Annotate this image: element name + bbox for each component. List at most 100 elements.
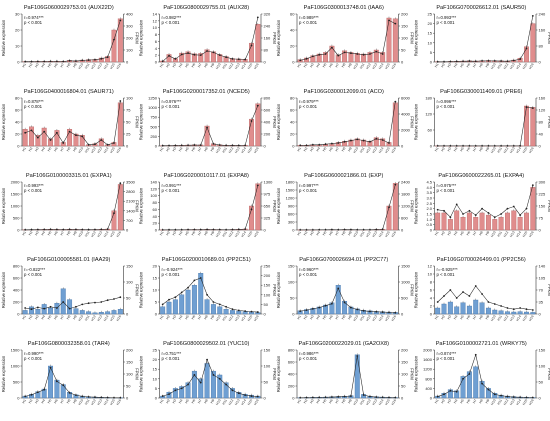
x-tick-label: H7	[472, 314, 478, 320]
correlation-r: r=0.960***	[299, 267, 319, 272]
fpkm-point	[531, 107, 534, 110]
x-tick-label: H13	[509, 398, 516, 405]
fpkm-point	[381, 228, 384, 231]
fpkm-point	[237, 228, 240, 231]
x-tick-label: H2	[440, 62, 446, 68]
fpkm-point	[250, 208, 253, 211]
left-tick-label: 40	[15, 120, 20, 125]
x-tick-label: H11	[222, 146, 229, 153]
fpkm-point	[519, 307, 522, 309]
fpkm-point	[362, 139, 365, 142]
x-tick-label: H7	[197, 314, 203, 320]
x-tick-label: H13	[372, 62, 379, 69]
fpkm-line	[300, 184, 396, 231]
x-tick-label: H16	[253, 314, 260, 321]
correlation-p: p < 0.001	[24, 356, 43, 361]
x-tick-label: H14	[240, 62, 247, 69]
fpkm-point	[161, 228, 164, 231]
x-tick-label: H1	[21, 62, 27, 68]
left-tick-label: 60	[428, 128, 433, 133]
right-tick-label: 120	[539, 108, 546, 113]
right-tick-label: 0	[126, 312, 129, 317]
x-tick-label: H13	[97, 230, 104, 237]
bar	[473, 366, 479, 399]
fpkm-point	[462, 377, 464, 380]
fpkm-point	[525, 396, 528, 399]
x-tick-label: H10	[490, 314, 497, 321]
fpkm-point	[330, 46, 333, 49]
left-tick-label: 1500	[286, 188, 296, 193]
x-tick-label: H5	[47, 62, 53, 68]
left-tick-label: 2000	[11, 180, 21, 185]
x-tick-label: H14	[240, 314, 247, 321]
left-tick-label: 0	[292, 60, 295, 65]
x-tick-label: H3	[447, 230, 453, 236]
fpkm-point	[237, 58, 240, 61]
left-tick-label: 10	[153, 288, 158, 293]
x-tick-label: H7	[472, 230, 478, 236]
right-tick-label: 150	[539, 204, 546, 209]
bar	[466, 212, 472, 231]
right-tick-label: 500	[401, 296, 408, 301]
x-tick-label: H2	[28, 398, 34, 404]
fpkm-point	[206, 228, 208, 231]
x-tick-label: H7	[59, 230, 65, 236]
fpkm-point	[62, 384, 65, 387]
left-tick-label: 0	[155, 144, 158, 149]
y-axis-right-title: FPKM	[272, 368, 277, 380]
correlation-p: p < 0.001	[437, 104, 456, 109]
fpkm-point	[487, 144, 490, 147]
fpkm-point	[337, 54, 340, 57]
x-tick-label: H15	[384, 62, 391, 69]
left-tick-label: 6	[430, 288, 433, 293]
bar	[105, 311, 111, 315]
x-tick-label: H11	[497, 314, 504, 321]
x-tick-label: H14	[378, 62, 385, 69]
x-tick-label: H5	[47, 398, 53, 404]
x-tick-label: H15	[247, 146, 254, 153]
x-tick-label: H9	[72, 398, 78, 404]
bar	[466, 305, 472, 315]
bar	[524, 212, 529, 231]
fpkm-point	[506, 307, 509, 309]
right-tick-label: 250	[264, 264, 271, 269]
fpkm-point	[62, 142, 65, 144]
x-tick-label: H7	[334, 230, 340, 236]
x-tick-label: H2	[440, 398, 446, 404]
fpkm-point	[68, 130, 71, 133]
x-tick-label: H7	[334, 398, 340, 404]
fpkm-point	[199, 228, 202, 231]
y-axis-right-title: FPKM	[410, 32, 415, 44]
x-tick-label: H9	[347, 398, 353, 404]
right-tick-label: 150	[264, 348, 271, 353]
x-tick-label: H3	[309, 230, 315, 236]
fpkm-point	[375, 137, 378, 140]
fpkm-point	[231, 144, 234, 147]
fpkm-point	[449, 216, 452, 219]
fpkm-point	[443, 295, 445, 297]
x-tick-label: H9	[210, 314, 216, 320]
fpkm-point	[36, 228, 39, 231]
correlation-p: p < 0.001	[162, 104, 181, 109]
left-tick-label: 0.5	[426, 222, 432, 227]
y-axis-left-title: Relative expression	[276, 19, 281, 56]
fpkm-point	[519, 214, 522, 216]
fpkm-point	[318, 53, 321, 56]
chart-title: PaF106G0600029753.01 (AUX22D)	[24, 5, 114, 11]
y-axis-right-title: FPKM	[547, 284, 550, 296]
chart-panel-9: PaF106G0100003315.01 (EXPA1) 0 500 1000 1500…	[1, 173, 140, 238]
right-tick-label: 75	[126, 108, 131, 113]
x-tick-label: H12	[228, 314, 235, 321]
bar	[479, 302, 485, 315]
fpkm-point	[256, 184, 259, 187]
x-tick-label: H2	[165, 62, 171, 68]
x-tick-label: H3	[172, 146, 178, 152]
x-tick-label: H6	[328, 230, 334, 236]
x-tick-label: H1	[159, 146, 165, 152]
correlation-r: r=0.996***	[437, 99, 457, 104]
fpkm-point	[87, 302, 90, 305]
correlation-p: p < 0.001	[437, 356, 456, 361]
fpkm-point	[350, 395, 352, 397]
left-tick-label: 800	[425, 376, 432, 381]
x-tick-label: H13	[234, 230, 241, 237]
